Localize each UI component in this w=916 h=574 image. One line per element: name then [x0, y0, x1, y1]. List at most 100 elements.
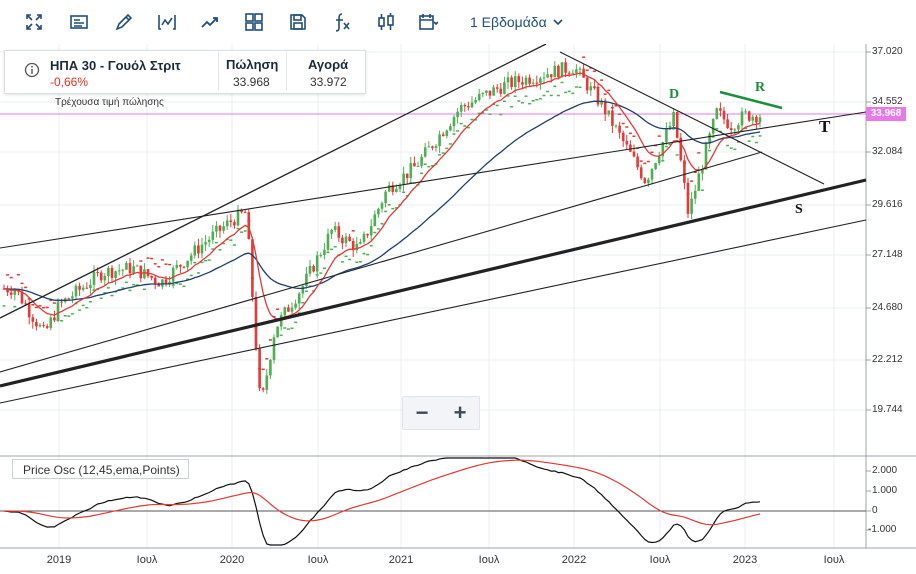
- candle-body: [265, 375, 269, 390]
- candle-body: [474, 100, 477, 103]
- candle-body: [603, 100, 607, 115]
- draw-icon[interactable]: [110, 8, 138, 36]
- oscillator-line: [3, 457, 761, 546]
- candle-body: [488, 90, 492, 96]
- candle-body: [719, 108, 722, 111]
- candle-body: [81, 287, 85, 290]
- quote-divider: [286, 52, 287, 90]
- candle-body: [308, 265, 312, 274]
- candle-body: [654, 163, 657, 169]
- layout-icon[interactable]: [240, 8, 268, 36]
- candle-body: [89, 284, 92, 289]
- candle-body: [438, 134, 441, 147]
- candle-body: [661, 142, 665, 157]
- candle-body: [467, 106, 470, 108]
- price-tick: 24.680: [872, 302, 903, 313]
- oscillator-label[interactable]: Price Osc (12,45,ema,Points): [12, 459, 189, 479]
- trend-icon[interactable]: [196, 8, 224, 36]
- candle-body: [71, 296, 74, 299]
- buy-value: 33.972: [310, 75, 347, 89]
- zoom-out-button[interactable]: −: [415, 400, 429, 425]
- fullscreen-icon[interactable]: [20, 8, 48, 36]
- period-selector[interactable]: 1 Εβδομάδα: [470, 12, 563, 32]
- candle-body: [639, 167, 643, 179]
- candle-body: [618, 125, 621, 133]
- candle-body: [686, 182, 690, 214]
- candle-body: [49, 317, 53, 328]
- calendar-icon[interactable]: [414, 8, 442, 36]
- time-tick: Ιουλ: [823, 554, 845, 566]
- candle-body: [218, 225, 222, 231]
- candle-body: [495, 87, 499, 89]
- candle-body: [24, 303, 27, 305]
- candle-body: [679, 137, 683, 161]
- candle-body: [96, 272, 99, 274]
- candle-body: [740, 111, 744, 126]
- osc-tick: -1.000: [868, 524, 897, 535]
- candle-body: [416, 166, 420, 168]
- candle-body: [272, 337, 276, 360]
- candle-body: [607, 110, 611, 115]
- candle-body: [423, 147, 427, 157]
- sell-label[interactable]: Πώληση: [226, 57, 279, 72]
- candle-body: [45, 326, 49, 328]
- candle-body: [535, 82, 539, 84]
- candle-body: [665, 129, 668, 143]
- candle-body: [200, 244, 204, 254]
- price-chart[interactable]: [0, 44, 916, 574]
- candle-body: [513, 76, 517, 88]
- candle-body: [301, 285, 305, 294]
- candle-body: [189, 255, 193, 261]
- candle-body: [110, 267, 114, 278]
- candle-body: [420, 156, 423, 167]
- candle-body: [128, 263, 132, 274]
- quote-panel: [4, 50, 366, 94]
- price-tick: 32.084: [872, 146, 903, 157]
- candle-body: [193, 245, 197, 256]
- candle-body: [380, 203, 384, 209]
- buy-label[interactable]: Αγορά: [308, 57, 349, 72]
- candle-body: [636, 156, 639, 168]
- info-icon[interactable]: [24, 62, 40, 78]
- osc-tick: 0: [872, 505, 878, 516]
- zoom-controls: − +: [402, 396, 480, 430]
- save-icon[interactable]: [284, 8, 312, 36]
- candle-body: [182, 266, 186, 268]
- candle-body: [279, 315, 283, 327]
- candle-body: [341, 237, 344, 244]
- candle-body: [499, 88, 503, 94]
- candle-body: [132, 266, 135, 274]
- price-tick: 34.552: [872, 96, 903, 107]
- candle-body: [20, 291, 24, 304]
- candle-body: [229, 220, 233, 223]
- candle-body: [326, 233, 330, 250]
- candle-body: [524, 77, 528, 85]
- candle-body: [157, 283, 161, 287]
- candle-body: [27, 304, 31, 318]
- candle-body: [56, 301, 60, 321]
- candle-body: [355, 243, 359, 251]
- candle-body: [589, 86, 593, 91]
- candle-body: [715, 108, 719, 119]
- zoom-in-button[interactable]: +: [453, 400, 467, 425]
- candle-body: [413, 163, 416, 167]
- news-icon[interactable]: [65, 8, 93, 36]
- candle-body: [693, 190, 697, 199]
- candle-body: [9, 292, 13, 295]
- candles-icon[interactable]: [372, 8, 400, 36]
- candle-body: [294, 303, 297, 308]
- osc-tick: 2.000: [872, 465, 898, 476]
- candle-body: [481, 92, 485, 95]
- indicator-icon[interactable]: [153, 8, 181, 36]
- candle-body: [333, 226, 337, 230]
- candle-body: [38, 325, 42, 327]
- candle-body: [434, 146, 438, 149]
- candle-body: [449, 126, 452, 131]
- candle-body: [445, 130, 449, 137]
- function-icon[interactable]: [328, 8, 356, 36]
- candle-body: [546, 74, 549, 78]
- annotation-r: R: [755, 80, 766, 95]
- candle-body: [521, 82, 524, 85]
- candle-body: [31, 317, 35, 322]
- candle-body: [632, 151, 636, 157]
